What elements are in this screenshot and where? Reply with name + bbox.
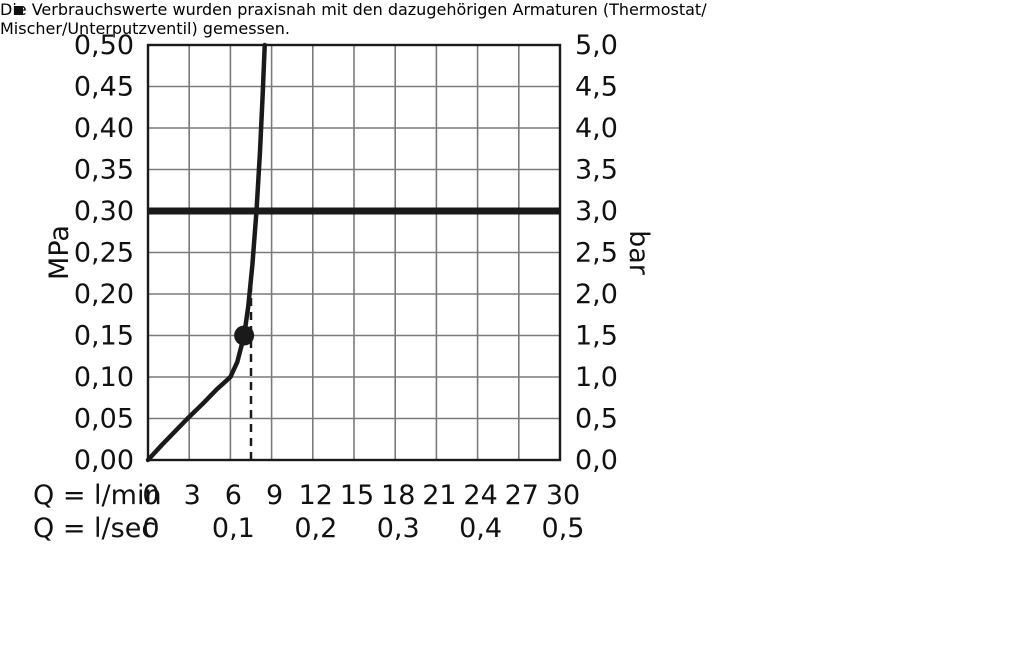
y-left-tick-label: 0,35 xyxy=(74,155,134,186)
y-left-tick-label: 0,45 xyxy=(74,72,134,103)
x-lsec-tick-label: 0 xyxy=(142,513,159,544)
y-left-tick-label: 0,30 xyxy=(74,196,134,227)
x-lsec-tick-label: 0,3 xyxy=(377,513,420,544)
x-lmin-tick-label: 9 xyxy=(266,480,283,511)
y-right-tick-label: 0,5 xyxy=(575,404,618,435)
x-lmin-tick-label: 24 xyxy=(463,480,497,511)
y-axis-label-bar: bar xyxy=(623,230,654,276)
y-right-tick-label: 4,0 xyxy=(575,113,618,144)
x-lmin-tick-label: 21 xyxy=(422,480,456,511)
x-lsec-tick-label: 0,2 xyxy=(294,513,337,544)
x-axis-label-lsec: Q = l/sec xyxy=(33,513,156,544)
x-lmin-tick-label: 27 xyxy=(505,480,539,511)
y-right-tick-label: 4,5 xyxy=(575,72,618,103)
x-lmin-tick-label: 3 xyxy=(184,480,201,511)
y-right-tick-label: 0,0 xyxy=(575,445,618,476)
y-right-tick-label: 3,0 xyxy=(575,196,618,227)
operating-point-marker xyxy=(234,325,255,346)
x-lsec-tick-label: 0,4 xyxy=(459,513,502,544)
y-left-tick-label: 0,00 xyxy=(74,445,134,476)
y-right-tick-label: 2,5 xyxy=(575,238,618,269)
y-left-tick-label: 0,10 xyxy=(74,362,134,393)
y-left-tick-label: 0,05 xyxy=(74,404,134,435)
flow-pressure-chart: 0,000,050,100,150,200,250,300,350,400,45… xyxy=(33,30,654,544)
x-lsec-tick-label: 0,1 xyxy=(212,513,255,544)
x-lmin-tick-label: 18 xyxy=(381,480,415,511)
y-left-tick-label: 0,20 xyxy=(74,279,134,310)
y-left-tick-label: 0,50 xyxy=(74,30,134,61)
flow-pressure-curve xyxy=(145,42,267,463)
x-lmin-tick-label: 12 xyxy=(299,480,333,511)
x-lmin-tick-label: 6 xyxy=(225,480,242,511)
page-corner-mark xyxy=(14,6,23,15)
y-right-tick-label: 2,0 xyxy=(575,279,618,310)
x-lmin-tick-label: 30 xyxy=(546,480,580,511)
y-right-tick-label: 1,0 xyxy=(575,362,618,393)
y-right-tick-label: 5,0 xyxy=(575,30,618,61)
plot-frame xyxy=(146,43,562,462)
caption-line-2: Mischer/Unterputzventil) gemessen. xyxy=(0,19,290,38)
x-lmin-tick-label: 15 xyxy=(340,480,374,511)
x-lsec-tick-label: 0,5 xyxy=(542,513,585,544)
x-axis-label-lmin: Q = l/min xyxy=(33,480,162,511)
caption-line-1: Die Verbrauchswerte wurden praxisnah mit… xyxy=(0,0,707,19)
y-left-tick-label: 0,40 xyxy=(74,113,134,144)
y-left-tick-label: 0,25 xyxy=(74,238,134,269)
y-right-tick-label: 1,5 xyxy=(575,321,618,352)
y-axis-label-mpa: MPa xyxy=(44,225,75,280)
y-right-tick-label: 3,5 xyxy=(575,155,618,186)
y-left-tick-label: 0,15 xyxy=(74,321,134,352)
x-lmin-tick-label: 0 xyxy=(142,480,159,511)
